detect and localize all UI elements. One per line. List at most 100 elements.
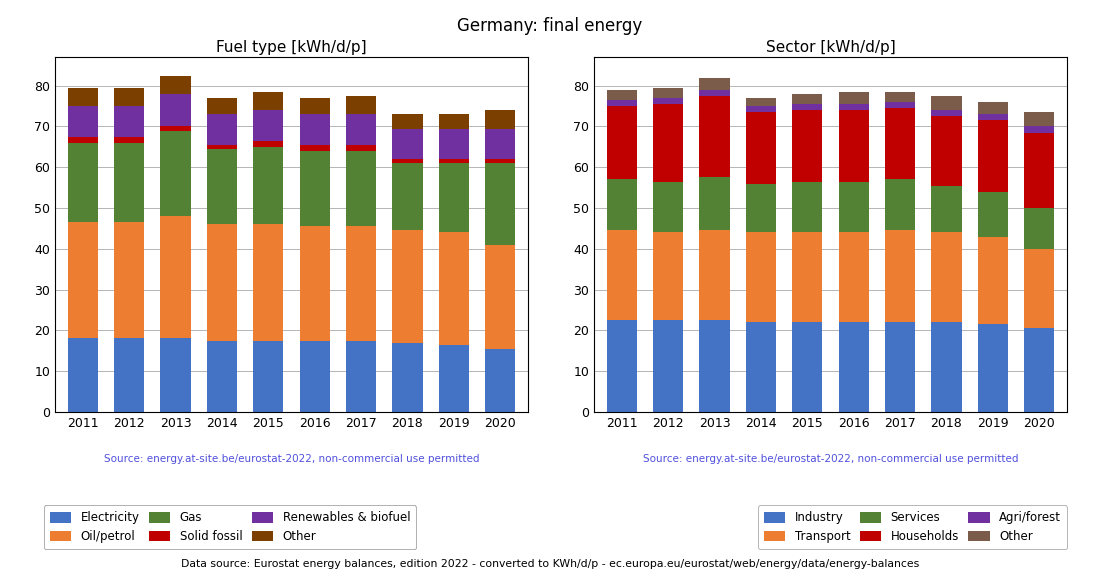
Bar [792,322,823,412]
Bar [346,145,376,151]
Bar [978,102,1008,114]
Bar [792,104,823,110]
Bar [607,106,637,180]
Bar [792,181,823,232]
Bar [207,149,236,224]
Bar [886,231,915,322]
Bar [932,116,961,185]
Bar [1024,112,1054,126]
Bar [838,92,869,104]
Bar [161,76,190,94]
Bar [393,114,422,129]
Bar [792,110,823,181]
Bar [299,151,330,227]
Bar [1024,249,1054,328]
Bar [700,96,729,177]
Bar [932,96,961,110]
Text: Source: energy.at-site.be/eurostat-2022, non-commercial use permitted: Source: energy.at-site.be/eurostat-2022,… [642,454,1019,464]
Bar [746,322,776,412]
Bar [253,92,284,110]
Bar [978,324,1008,412]
Bar [607,90,637,100]
Bar [207,224,236,340]
Bar [653,104,683,181]
Bar [978,237,1008,324]
Legend: Electricity, Oil/petrol, Gas, Solid fossil, Renewables & biofuel, Other: Electricity, Oil/petrol, Gas, Solid foss… [44,506,416,549]
Title: Sector [kWh/d/p]: Sector [kWh/d/p] [766,39,895,55]
Bar [932,185,961,232]
Bar [68,143,98,223]
Bar [607,320,637,412]
Bar [346,227,376,340]
Bar [792,232,823,322]
Bar [114,106,144,137]
Bar [886,322,915,412]
Bar [485,159,515,163]
Bar [1024,208,1054,249]
Bar [653,88,683,98]
Bar [700,78,729,90]
Bar [253,110,284,141]
Bar [393,343,422,412]
Bar [746,98,776,106]
Bar [838,232,869,322]
Bar [1024,328,1054,412]
Bar [607,100,637,106]
Bar [393,159,422,163]
Title: Fuel type [kWh/d/p]: Fuel type [kWh/d/p] [217,39,366,55]
Bar [161,339,190,412]
Text: Source: energy.at-site.be/eurostat-2022, non-commercial use permitted: Source: energy.at-site.be/eurostat-2022,… [103,454,480,464]
Bar [1024,133,1054,208]
Bar [161,126,190,130]
Bar [114,88,144,106]
Bar [978,192,1008,237]
Bar [485,129,515,159]
Bar [439,163,469,232]
Bar [886,108,915,180]
Bar [439,159,469,163]
Bar [700,177,729,231]
Bar [207,98,236,114]
Bar [253,147,284,224]
Bar [114,137,144,143]
Bar [299,227,330,340]
Bar [932,110,961,116]
Bar [653,320,683,412]
Bar [700,231,729,320]
Bar [439,344,469,412]
Bar [485,245,515,349]
Bar [114,339,144,412]
Bar [653,232,683,320]
Bar [485,163,515,245]
Bar [207,145,236,149]
Bar [932,232,961,322]
Bar [393,231,422,343]
Bar [393,163,422,231]
Bar [978,120,1008,192]
Bar [439,114,469,129]
Bar [114,223,144,339]
Bar [346,114,376,145]
Text: Germany: final energy: Germany: final energy [458,17,642,35]
Text: Data source: Eurostat energy balances, edition 2022 - converted to KWh/d/p - ec.: Data source: Eurostat energy balances, e… [180,559,920,569]
Bar [439,232,469,344]
Bar [68,137,98,143]
Bar [653,181,683,232]
Bar [485,349,515,412]
Bar [838,181,869,232]
Bar [1024,126,1054,133]
Bar [932,322,961,412]
Bar [299,98,330,114]
Bar [68,339,98,412]
Bar [161,94,190,126]
Bar [746,184,776,232]
Bar [838,104,869,110]
Bar [792,94,823,104]
Bar [485,110,515,129]
Bar [700,320,729,412]
Bar [838,110,869,181]
Bar [161,130,190,216]
Bar [393,129,422,159]
Bar [607,231,637,320]
Bar [978,114,1008,120]
